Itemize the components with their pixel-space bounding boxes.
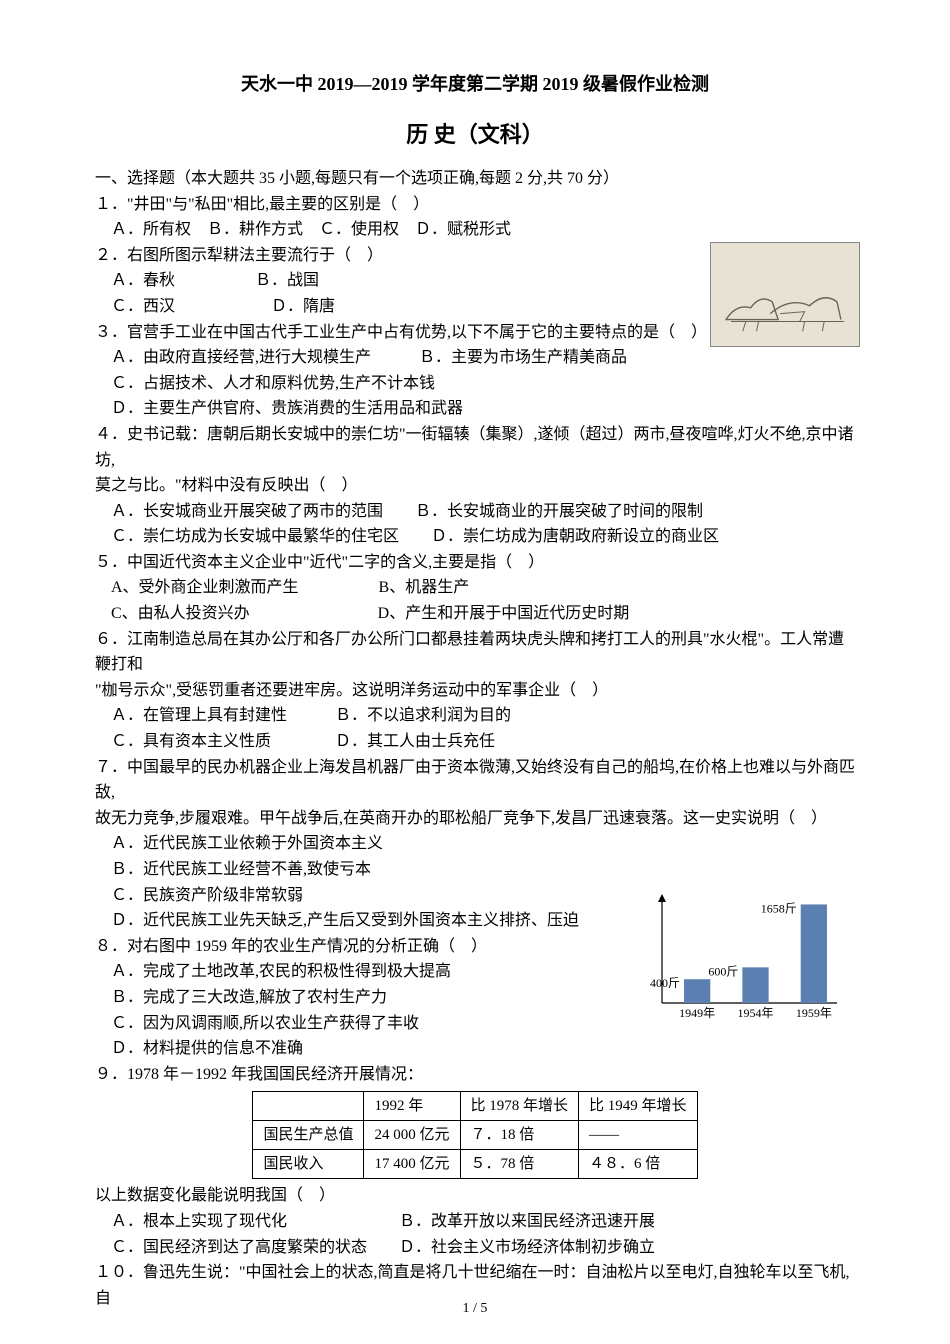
section-heading: 一、选择题（本大题共 35 小题,每题只有一个选项正确,每题 2 分,共 70 … bbox=[95, 166, 855, 192]
svg-text:600斤: 600斤 bbox=[708, 964, 738, 978]
table-cell: 24 000 亿元 bbox=[364, 1121, 460, 1150]
table-row: 国民收入 17 400 亿元 ５．78 倍 ４８．6 倍 bbox=[253, 1150, 697, 1179]
title-main: 天水一中 2019—2019 学年度第二学期 2019 级暑假作业检测 bbox=[95, 70, 855, 99]
svg-text:1954年: 1954年 bbox=[737, 1006, 773, 1020]
question-6-option-cd: Ｃ．具有资本主义性质 Ｄ．其工人由士兵充任 bbox=[95, 729, 855, 755]
bar-chart: 400斤 1949年 600斤 1954年 1658斤 1959年 bbox=[620, 888, 845, 1023]
svg-text:1658斤: 1658斤 bbox=[761, 901, 797, 915]
question-6-line2: "枷号示众",受惩罚重者还要进牢房。这说明洋务运动中的军事企业（ ） bbox=[95, 678, 855, 704]
question-5-option-cd: C、由私人投资兴办 D、产生和开展于中国近代历史时期 bbox=[95, 601, 855, 627]
question-9-option-ab: Ａ．根本上实现了现代化 Ｂ．改革开放以来国民经济迅速开展 bbox=[95, 1209, 855, 1235]
question-1: １．"井田"与"私田"相比,最主要的区别是（ ） bbox=[95, 192, 855, 218]
table-cell: —— bbox=[579, 1121, 698, 1150]
question-3-option-d: Ｄ．主要生产供官府、贵族消费的生活用品和武器 bbox=[95, 396, 855, 422]
svg-text:400斤: 400斤 bbox=[650, 976, 680, 990]
table-cell: ４８．6 倍 bbox=[579, 1150, 698, 1179]
table-cell: 17 400 亿元 bbox=[364, 1150, 460, 1179]
question-5-option-ab: A、受外商企业刺激而产生 B、机器生产 bbox=[95, 575, 855, 601]
question-9: ９．1978 年－1992 年我国国民经济开展情况： bbox=[95, 1062, 855, 1088]
question-1-options: Ａ．所有权 Ｂ．耕作方式 Ｃ．使用权 Ｄ．赋税形式 bbox=[95, 217, 855, 243]
question-5: ５．中国近代资本主义企业中"近代"二字的含义,主要是指（ ） bbox=[95, 550, 855, 576]
question-8-option-d: Ｄ．材料提供的信息不准确 bbox=[95, 1036, 855, 1062]
question-4-line2: 莫之与比。"材料中没有反映出（ ） bbox=[95, 473, 855, 499]
question-4-line1: ４．史书记载：唐朝后期长安城中的崇仁坊"一街辐辏（集聚）,遂倾（超过）两市,昼夜… bbox=[95, 422, 855, 473]
table-cell bbox=[253, 1092, 364, 1121]
table-cell: 比 1949 年增长 bbox=[579, 1092, 698, 1121]
economy-table: 1992 年 比 1978 年增长 比 1949 年增长 国民生产总值 24 0… bbox=[252, 1091, 697, 1179]
question-9-after: 以上数据变化最能说明我国（ ） bbox=[95, 1183, 855, 1209]
plow-image bbox=[710, 242, 860, 347]
question-7-line1: ７．中国最早的民办机器企业上海发昌机器厂由于资本微薄,又始终没有自己的船坞,在价… bbox=[95, 755, 855, 806]
table-cell: 国民生产总值 bbox=[253, 1121, 364, 1150]
svg-text:1949年: 1949年 bbox=[679, 1006, 715, 1020]
svg-text:1959年: 1959年 bbox=[796, 1006, 832, 1020]
question-9-option-cd: Ｃ．国民经济到达了高度繁荣的状态 Ｄ．社会主义市场经济体制初步确立 bbox=[95, 1235, 855, 1261]
table-row: 1992 年 比 1978 年增长 比 1949 年增长 bbox=[253, 1092, 697, 1121]
table-cell: 比 1978 年增长 bbox=[460, 1092, 579, 1121]
question-7-option-b: Ｂ．近代民族工业经营不善,致使亏本 bbox=[95, 857, 855, 883]
question-4-option-ab: Ａ．长安城商业开展突破了两市的范围 Ｂ．长安城商业的开展突破了时间的限制 bbox=[95, 499, 855, 525]
table-cell: 1992 年 bbox=[364, 1092, 460, 1121]
title-sub: 历 史（文科） bbox=[95, 117, 855, 152]
question-6-option-ab: Ａ．在管理上具有封建性 Ｂ．不以追求利润为目的 bbox=[95, 703, 855, 729]
question-7-option-a: Ａ．近代民族工业依赖于外国资本主义 bbox=[95, 831, 855, 857]
question-3-option-ab: Ａ．由政府直接经营,进行大规模生产 Ｂ．主要为市场生产精美商品 bbox=[95, 345, 855, 371]
table-cell: 国民收入 bbox=[253, 1150, 364, 1179]
table-row: 国民生产总值 24 000 亿元 ７．18 倍 —— bbox=[253, 1121, 697, 1150]
question-3-option-c: Ｃ．占据技术、人才和原料优势,生产不计本钱 bbox=[95, 371, 855, 397]
table-cell: ５．78 倍 bbox=[460, 1150, 579, 1179]
table-cell: ７．18 倍 bbox=[460, 1121, 579, 1150]
question-4-option-cd: Ｃ．崇仁坊成为长安城中最繁华的住宅区 Ｄ．崇仁坊成为唐朝政府新设立的商业区 bbox=[95, 524, 855, 550]
page-footer: 1 / 5 bbox=[0, 1298, 950, 1320]
question-7-line2: 故无力竞争,步履艰难。甲午战争后,在英商开办的耶松船厂竞争下,发昌厂迅速衰落。这… bbox=[95, 806, 855, 832]
question-6-line1: ６．江南制造总局在其办公厅和各厂办公所门口都悬挂着两块虎头牌和拷打工人的刑具"水… bbox=[95, 627, 855, 678]
